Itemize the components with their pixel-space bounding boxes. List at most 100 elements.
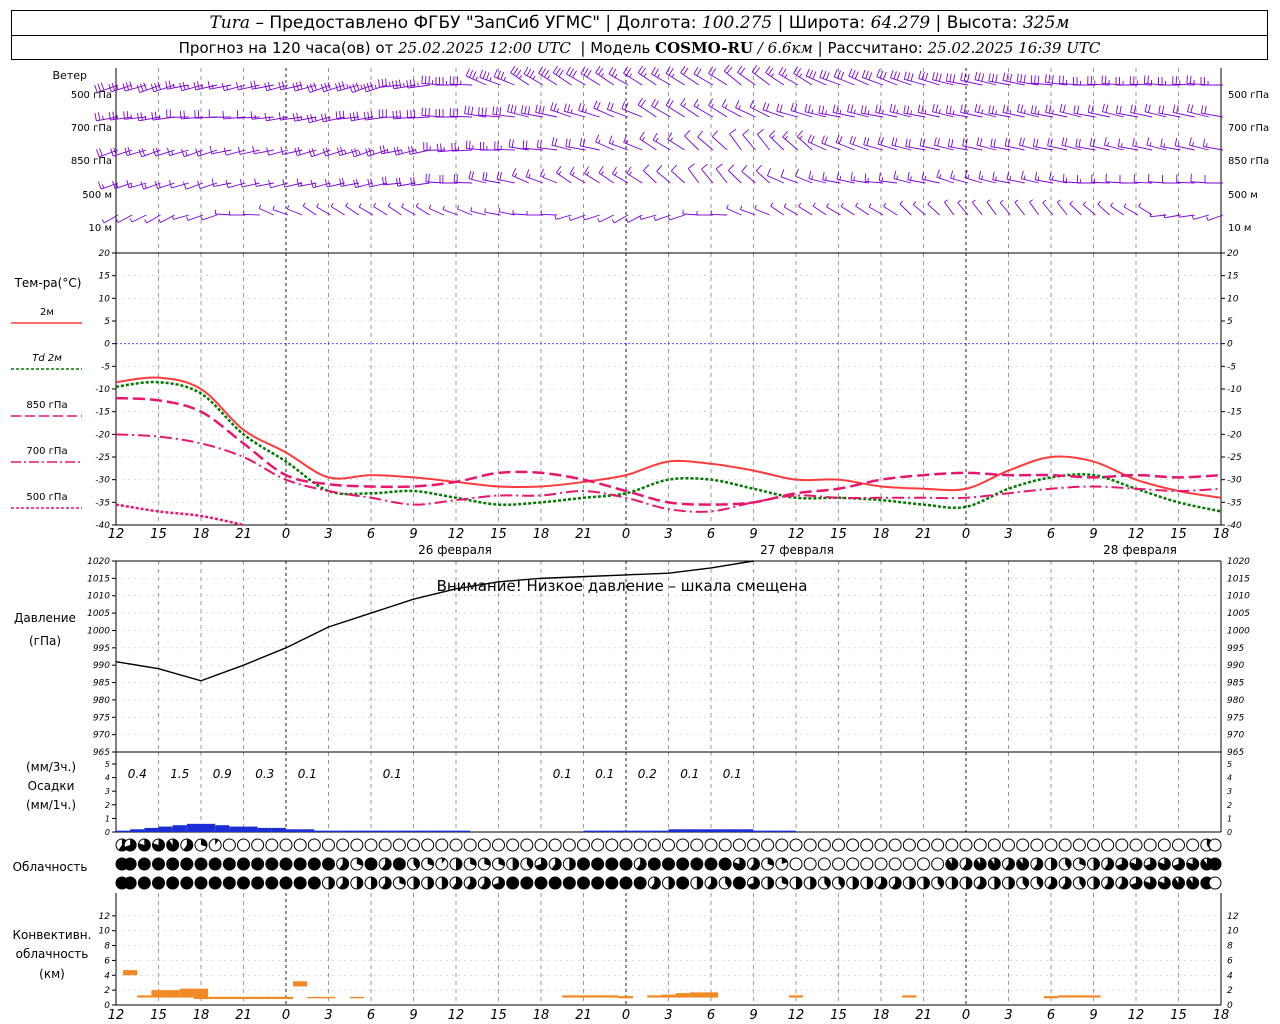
- wind-barb-half-feather: [286, 205, 290, 210]
- wind-barb: [1147, 173, 1167, 184]
- wind-barb: [112, 180, 133, 189]
- cloud-cover-full: [223, 877, 236, 889]
- cloud-cover-icon: [1186, 876, 1200, 890]
- wind-barb-feather: [890, 70, 894, 78]
- wind-barb-staff: [651, 105, 671, 118]
- wind-barb-feather: [1044, 74, 1047, 83]
- wind-barb-feather: [428, 107, 430, 116]
- cloud-cover-circle: [832, 838, 845, 852]
- wind-barb: [306, 113, 331, 124]
- wind-barb: [899, 200, 912, 216]
- wind-barb-feather: [309, 83, 314, 92]
- precip-bar: [427, 830, 442, 832]
- cloud-cover-fill: [988, 858, 1001, 870]
- wind-barb-feather: [623, 134, 628, 143]
- cloud-cover-circle: [832, 857, 845, 871]
- cloud-cover-icon: [803, 838, 817, 852]
- wind-barb-feather: [1158, 105, 1161, 114]
- wind-barb-feather: [529, 70, 535, 78]
- wind-barb-feather: [296, 178, 300, 187]
- cloud-cover-circle: [817, 838, 831, 852]
- wind-barb-staff: [964, 177, 983, 184]
- wind-barb: [1129, 76, 1153, 86]
- wind-barb: [1020, 170, 1039, 184]
- wind-barb: [552, 65, 572, 86]
- wind-barb: [540, 210, 558, 216]
- cloud-cover-icon: [562, 838, 576, 852]
- wind-barb-half-feather: [683, 103, 687, 107]
- wind-barb-staff: [330, 206, 345, 216]
- wind-barb-half-feather: [201, 84, 204, 89]
- wind-barb-half-feather: [1069, 200, 1073, 205]
- cloud-cover-icon: [137, 876, 151, 890]
- wind-level-10m-right: 10 м: [1228, 223, 1251, 234]
- cloud-cover-fill: [413, 858, 420, 869]
- lat-label: Широта:: [788, 13, 866, 33]
- wind-barb-feather: [728, 164, 735, 171]
- wind-barb-staff: [566, 73, 586, 86]
- cloud-cover-circle: [1101, 838, 1115, 852]
- wind-barb: [1056, 199, 1068, 216]
- wind-barb-half-feather: [1052, 109, 1054, 114]
- precip-bar: [441, 830, 456, 832]
- x-tick-label-temp: 12: [1128, 527, 1145, 542]
- wind-barb-staff: [927, 203, 940, 216]
- cloud-cover-icon: [888, 876, 902, 890]
- wind-barb-staff: [918, 111, 940, 118]
- wind-barb-feather: [822, 171, 825, 180]
- wind-barb-half-feather: [518, 75, 522, 79]
- wind-barb: [652, 132, 671, 151]
- precip-ytick-label-right: 3: [1227, 787, 1232, 796]
- x-tick-label-bottom: 12: [1128, 1008, 1145, 1023]
- wind-barb-staff: [840, 206, 855, 216]
- cloud-cover-fill: [974, 858, 987, 870]
- wind-barb-staff: [889, 111, 912, 118]
- wind-barb-feather: [335, 111, 338, 120]
- cloud-cover-circle: [378, 838, 392, 852]
- cloud-cover-full: [166, 877, 179, 889]
- wind-barb-staff: [268, 149, 289, 156]
- wind-barb-staff: [584, 173, 600, 184]
- wind-barb: [449, 76, 473, 86]
- cloud-cover-icon: [1002, 876, 1015, 890]
- cloud-cover-full: [294, 877, 307, 889]
- wind-barb-feather: [739, 67, 746, 75]
- cloud-cover-full: [124, 858, 137, 870]
- cloud-cover-icon: [407, 838, 420, 852]
- cloud-cover-fill: [470, 858, 477, 866]
- wind-barb-feather: [1190, 173, 1192, 182]
- wind-barb-staff: [1150, 214, 1167, 218]
- wind-barb-feather: [370, 178, 373, 187]
- wind-barb-half-feather: [1177, 213, 1180, 218]
- wind-barb-half-feather: [724, 104, 728, 109]
- wind-barb: [252, 145, 274, 155]
- cloud-cover-icon: [619, 857, 633, 871]
- wind-barb-staff: [336, 116, 359, 120]
- wind-barb-feather: [840, 71, 845, 80]
- cloud-cover-full: [506, 877, 519, 889]
- wind-barb-feather: [165, 81, 168, 90]
- wind-barb: [932, 103, 954, 118]
- cloud-cover-circle: [1115, 838, 1129, 852]
- wind-barb: [790, 102, 813, 118]
- wind-barb: [876, 69, 898, 86]
- wind-barb: [1044, 74, 1068, 86]
- wind-barb-feather: [425, 173, 427, 182]
- wind-barb-half-feather: [314, 182, 317, 188]
- wind-barb-feather: [922, 138, 926, 147]
- wind-barb-feather: [413, 177, 416, 186]
- wind-barb-feather: [396, 146, 400, 155]
- cloud-cover-icon: [633, 857, 647, 871]
- wind-barb: [749, 99, 770, 118]
- wind-barb-feather: [796, 130, 803, 137]
- wind-barb-half-feather: [415, 149, 417, 154]
- x-tick-label-temp: 18: [533, 527, 550, 542]
- precip-sum-label: 1.5: [170, 767, 189, 781]
- wind-barb-feather: [126, 110, 129, 119]
- wind-barb-feather: [510, 104, 514, 113]
- wind-barb: [1002, 72, 1025, 86]
- wind-barb-feather: [154, 111, 157, 120]
- wind-barb: [208, 109, 232, 118]
- wind-barb-half-feather: [1138, 202, 1142, 207]
- wind-barb-feather: [538, 66, 544, 74]
